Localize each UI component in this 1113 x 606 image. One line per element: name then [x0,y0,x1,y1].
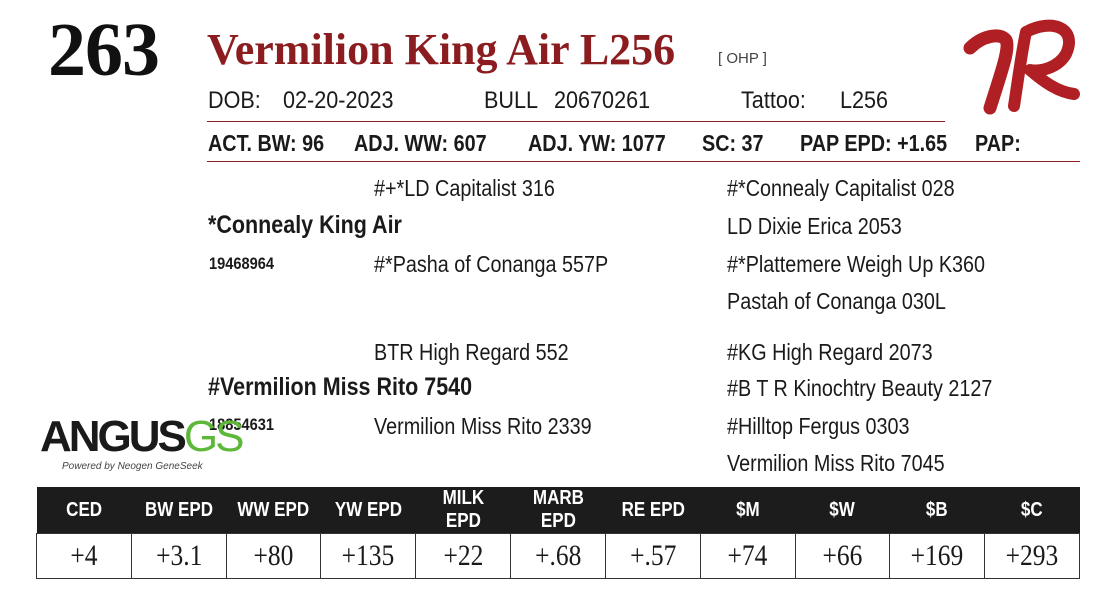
sire-sire-dam: LD Dixie Erica 2053 [727,213,902,239]
epd-value: +66 [794,533,891,579]
angus-logo-subtitle: Powered by Neogen GeneSeek [62,461,203,472]
epd-header: YW EPD [320,487,416,534]
epd-header: BW EPD [131,487,227,534]
pap: PAP: [975,130,1021,156]
epd-value: +.57 [604,533,701,579]
lot-number: 263 [48,8,160,92]
epd-header-row: CED BW EPD WW EPD YW EPD MILK EPD MARB E… [36,487,1080,534]
divider-stats [207,161,1080,162]
epd-value: +.68 [510,533,606,579]
epd-header: WW EPD [226,487,321,534]
epd-value-row: +4 +3.1 +80 +135 +22 +.68 +.57 +74 +66 +… [36,533,1080,579]
epd-header: $B [889,487,985,534]
tattoo-value: L256 [840,87,889,114]
sire-reg: 19468964 [209,254,275,273]
epd-table: CED BW EPD WW EPD YW EPD MILK EPD MARB E… [36,487,1080,579]
dam-dam: Vermilion Miss Rito 2339 [374,413,592,439]
sire-name: *Connealy King Air [208,211,402,239]
sire-sire-sire: #*Connealy Capitalist 028 [727,175,955,201]
dam-sire-sire: #KG High Regard 2073 [727,339,933,365]
epd-value: +4 [36,533,132,579]
dam-sire-dam: #B T R Kinochtry Beauty 2127 [727,375,993,401]
tattoo-label: Tattoo: [741,87,806,114]
epd-value: +74 [699,533,796,579]
ohp-tag: [ OHP ] [718,50,767,67]
epd-value: +135 [320,533,417,579]
gs-logo-word: GS [183,412,245,461]
angus-gs-logo: ANGUSGS Powered by Neogen GeneSeek [40,412,245,473]
epd-header: $W [795,487,890,534]
dam-reg: 18854631 [209,415,275,434]
angus-logo-word: ANGUS [40,412,187,461]
divider-top [207,121,945,122]
dam-dam-sire: #Hilltop Fergus 0303 [727,413,910,439]
epd-header: CED [36,487,132,534]
epd-value: +293 [984,533,1080,579]
animal-name: Vermilion King Air L256 [207,25,676,74]
dam-sire: BTR High Regard 552 [374,339,569,365]
epd-header: $M [700,487,795,534]
vermilion-brand-logo-icon [963,19,1080,115]
epd-value: +80 [225,533,322,579]
sire-dam: #*Pasha of Conanga 557P [374,251,609,277]
epd-value: +22 [415,533,512,579]
scrotal-circ: SC: 37 [702,130,764,156]
adj-yw: ADJ. YW: 1077 [528,130,666,156]
sex-value: BULL [484,87,539,114]
dob-value: 02-20-2023 [283,87,394,114]
epd-header: $C [984,487,1080,534]
sire-sire: #+*LD Capitalist 316 [374,175,555,201]
epd-header: RE EPD [605,487,701,534]
sire-dam-dam: Pastah of Conanga 030L [727,288,946,314]
epd-header: MILK EPD [415,487,511,534]
dam-name: #Vermilion Miss Rito 7540 [208,373,473,401]
dob-label: DOB: [208,87,261,114]
epd-header: MARB EPD [510,487,606,534]
act-bw: ACT. BW: 96 [208,130,325,156]
sire-dam-sire: #*Plattemere Weigh Up K360 [727,251,986,277]
pap-epd: PAP EPD: +1.65 [800,130,948,156]
epd-value: +3.1 [130,533,227,579]
registration-number: 20670261 [554,87,651,114]
epd-value: +169 [889,533,986,579]
dam-dam-dam: Vermilion Miss Rito 7045 [727,450,945,476]
adj-ww: ADJ. WW: 607 [354,130,487,156]
